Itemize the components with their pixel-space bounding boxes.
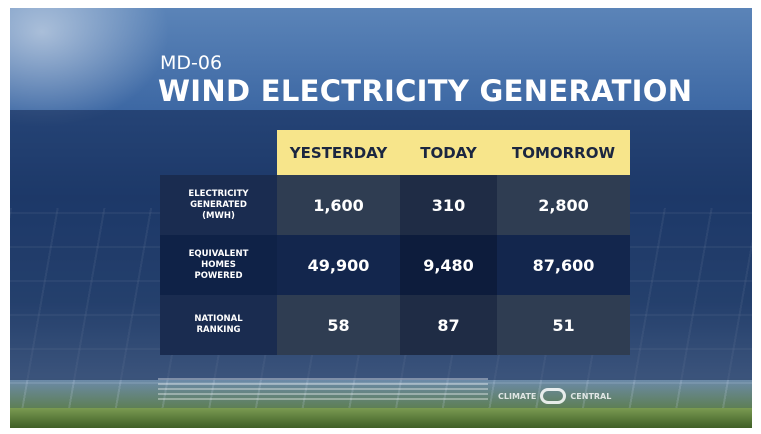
table-cell: 310 — [400, 175, 497, 235]
row-label-line: GENERATED — [190, 200, 247, 211]
table-cell: 87,600 — [497, 235, 630, 295]
row-label-line: NATIONAL — [194, 314, 242, 325]
graphic: MD-06 WIND ELECTRICITY GENERATION YESTER… — [10, 8, 752, 428]
page: MD-06 WIND ELECTRICITY GENERATION YESTER… — [0, 0, 761, 434]
table-cell: 87 — [400, 295, 497, 355]
fine-print — [158, 378, 488, 400]
graphic-code: MD-06 — [160, 52, 222, 74]
row-label-line: ELECTRICITY — [188, 189, 248, 200]
logo-icon — [540, 388, 566, 404]
logo-left: CLIMATE — [498, 392, 536, 401]
column-header: TOMORROW — [497, 130, 630, 175]
table-cell: 51 — [497, 295, 630, 355]
logo: CLIMATE CENTRAL — [498, 388, 611, 404]
column-header: YESTERDAY — [277, 130, 400, 175]
row-label-line: HOMES — [201, 260, 236, 271]
row-label-line: EQUIVALENT — [189, 249, 249, 260]
graphic-title: WIND ELECTRICITY GENERATION — [158, 74, 692, 108]
row-label-line: POWERED — [194, 271, 242, 282]
table-cell: 9,480 — [400, 235, 497, 295]
table-cell: 58 — [277, 295, 400, 355]
column-header: TODAY — [400, 130, 497, 175]
table-cell: 49,900 — [277, 235, 400, 295]
grass — [10, 408, 752, 428]
table-cell: 2,800 — [497, 175, 630, 235]
logo-right: CENTRAL — [570, 392, 611, 401]
row-label-line: (MWH) — [202, 211, 235, 222]
row-label-line: RANKING — [196, 325, 240, 336]
table-cell: 1,600 — [277, 175, 400, 235]
